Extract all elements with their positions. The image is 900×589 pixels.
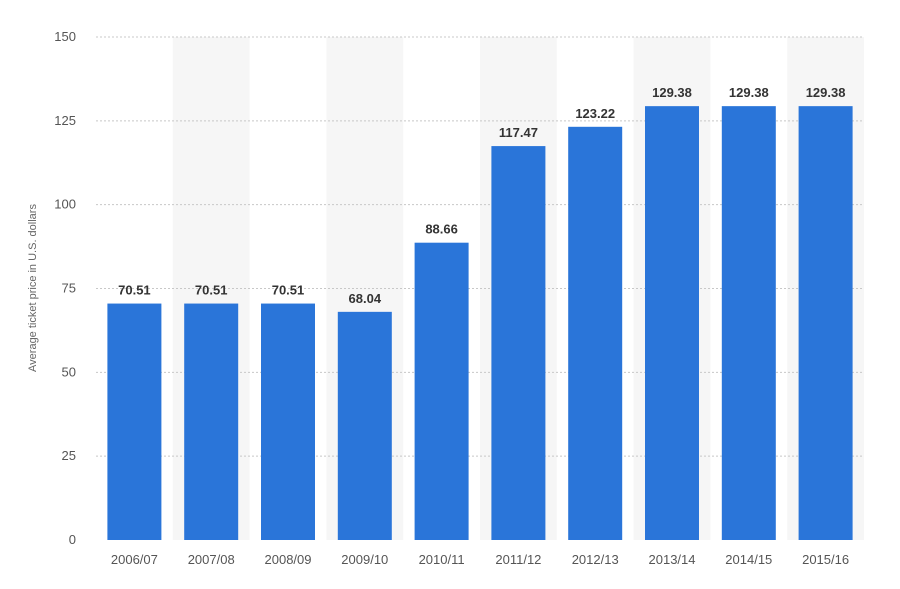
bar <box>107 303 162 540</box>
data-label: 70.51 <box>118 283 151 298</box>
bar <box>414 242 469 540</box>
data-label: 88.66 <box>425 222 458 237</box>
data-label: 70.51 <box>195 283 228 298</box>
bar <box>568 126 623 540</box>
y-tick-label: 150 <box>54 29 76 44</box>
y-tick-label: 100 <box>54 197 76 212</box>
y-tick-label: 50 <box>62 364 76 379</box>
x-tick-label: 2009/10 <box>341 552 388 567</box>
bar <box>721 106 776 540</box>
bar <box>645 106 699 540</box>
bar <box>337 311 392 540</box>
x-tick-label: 2014/15 <box>725 552 772 567</box>
x-axis-ticks: 2006/07 2007/08 2008/09 2009/10 2010/11 2011/… <box>111 552 849 567</box>
data-label: 129.38 <box>729 85 769 100</box>
x-tick-label: 2010/11 <box>419 552 465 567</box>
y-tick-label: 75 <box>62 281 76 296</box>
bars <box>107 106 853 541</box>
data-label: 129.38 <box>652 85 692 100</box>
bar <box>261 303 315 540</box>
x-tick-label: 2008/09 <box>265 552 312 567</box>
bar <box>184 303 239 540</box>
y-axis-ticks: 0 25 50 75 100 125 150 <box>54 29 76 547</box>
x-tick-label: 2015/16 <box>802 552 849 567</box>
y-tick-label: 0 <box>69 532 76 547</box>
y-tick-label: 25 <box>62 448 76 463</box>
x-tick-label: 2011/12 <box>495 552 541 567</box>
data-label: 68.04 <box>349 291 382 306</box>
data-label: 123.22 <box>575 106 615 121</box>
x-tick-label: 2006/07 <box>111 552 158 567</box>
y-axis-title: Average ticket price in U.S. dollars <box>27 204 39 372</box>
bar <box>491 146 546 541</box>
bar <box>798 106 853 540</box>
y-tick-label: 125 <box>54 113 76 128</box>
x-tick-label: 2007/08 <box>188 552 235 567</box>
data-label: 117.47 <box>499 125 538 140</box>
data-label: 70.51 <box>272 283 305 298</box>
data-labels: 70.51 70.51 70.51 68.04 88.66 117.47 123.22 129… <box>118 85 845 306</box>
x-tick-label: 2013/14 <box>649 552 696 567</box>
x-tick-label: 2012/13 <box>572 552 619 567</box>
data-label: 129.38 <box>806 85 846 100</box>
